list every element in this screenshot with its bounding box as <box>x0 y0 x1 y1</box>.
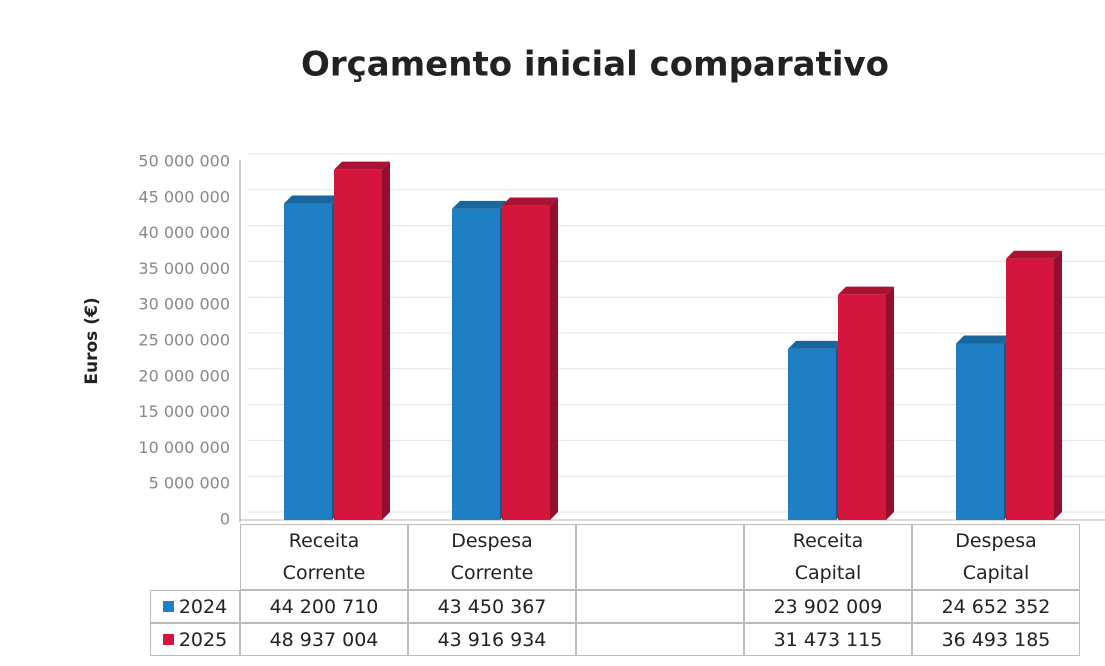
bar-top <box>502 197 558 206</box>
bar <box>1006 258 1054 520</box>
table-value: 44 200 710 <box>240 590 408 623</box>
bar <box>284 203 332 520</box>
category-label: Receita Capital <box>744 524 912 590</box>
bar-side <box>382 161 390 520</box>
y-tick-label: 25 000 000 <box>138 331 230 350</box>
y-tick-label: 5 000 000 <box>149 474 230 493</box>
bar-side <box>550 197 558 520</box>
table-value <box>576 623 744 656</box>
legend-label: 2025 <box>178 628 228 651</box>
bar-side <box>886 286 894 520</box>
bar <box>502 205 550 520</box>
bar-top <box>284 195 340 204</box>
category-label: Despesa Corrente <box>408 524 576 590</box>
category-label: Despesa Capital <box>912 524 1080 590</box>
table-value: 23 902 009 <box>744 590 912 623</box>
y-tick-label: 40 000 000 <box>138 223 230 242</box>
table-value: 31 473 115 <box>744 623 912 656</box>
bar <box>334 169 382 520</box>
table-value: 43 450 367 <box>408 590 576 623</box>
bar <box>956 343 1004 520</box>
bar-top <box>788 340 844 349</box>
y-tick-label: 30 000 000 <box>138 295 230 314</box>
table-value: 43 916 934 <box>408 623 576 656</box>
table-value <box>576 590 744 623</box>
y-axis-label: Euros (€) <box>82 297 102 384</box>
y-tick-label: 45 000 000 <box>138 187 230 206</box>
bar-top <box>1006 250 1062 259</box>
bar-top <box>956 335 1012 344</box>
legend-swatch <box>162 634 174 645</box>
bar <box>452 208 500 520</box>
legend-swatch <box>162 601 174 612</box>
table-value: 36 493 185 <box>912 623 1080 656</box>
bar-side <box>1054 250 1062 520</box>
y-tick-label: 0 <box>220 510 230 529</box>
bar-top <box>452 200 508 209</box>
y-tick-label: 15 000 000 <box>138 402 230 421</box>
bar <box>838 294 886 520</box>
category-label <box>576 524 744 590</box>
bar-top <box>334 161 390 170</box>
y-tick-label: 10 000 000 <box>138 438 230 457</box>
legend-entry: 2025 <box>150 623 240 656</box>
table-value: 24 652 352 <box>912 590 1080 623</box>
y-tick-label: 50 000 000 <box>138 152 230 171</box>
chart-title: Orçamento inicial comparativo <box>301 45 889 85</box>
bar-top <box>838 286 894 295</box>
y-tick-label: 20 000 000 <box>138 366 230 385</box>
table-value: 48 937 004 <box>240 623 408 656</box>
bar <box>788 348 836 520</box>
legend-entry: 2024 <box>150 590 240 623</box>
category-label: Receita Corrente <box>240 524 408 590</box>
legend-label: 2024 <box>178 595 228 618</box>
y-tick-label: 35 000 000 <box>138 259 230 278</box>
